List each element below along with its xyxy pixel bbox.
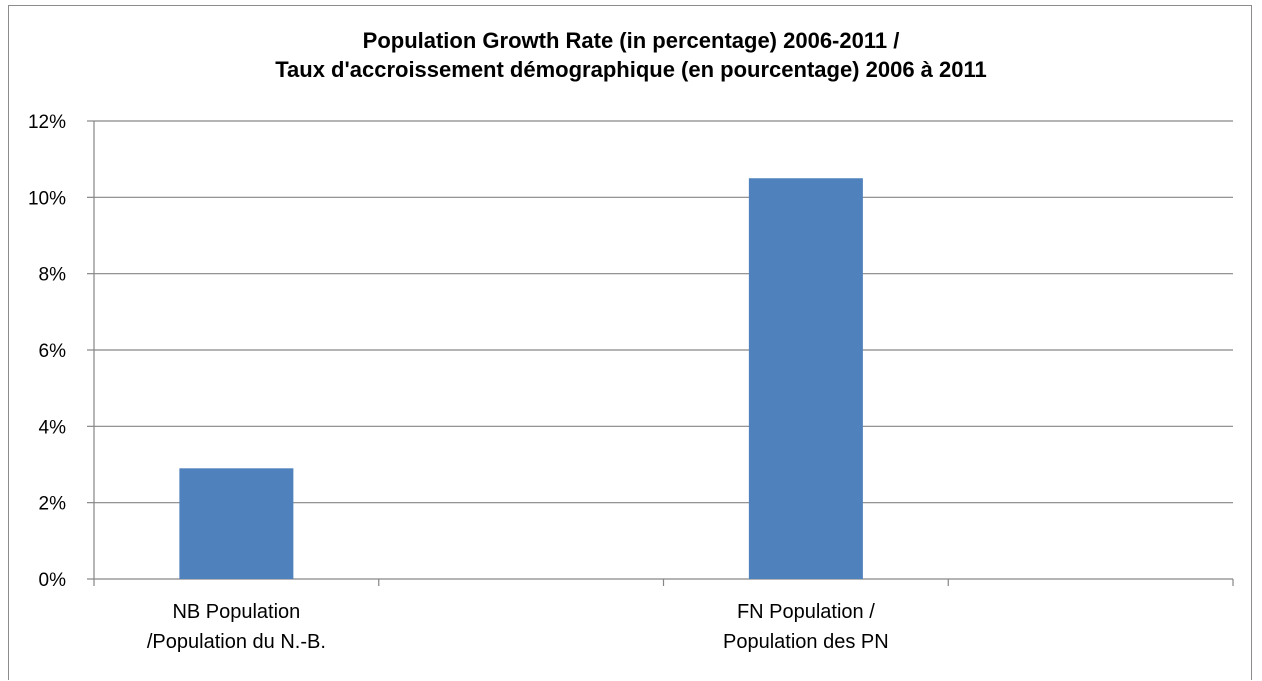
bar-nb-population bbox=[179, 468, 294, 579]
y-tick-label: 4% bbox=[39, 417, 67, 438]
chart-title-line: Taux d'accroissement démographique (en p… bbox=[275, 57, 987, 82]
y-tick-label: 8% bbox=[39, 265, 67, 286]
y-tick-label: 0% bbox=[39, 570, 67, 591]
y-tick-label: 2% bbox=[39, 494, 67, 515]
x-category-label: FN Population / bbox=[737, 601, 875, 623]
chart-title-line: Population Growth Rate (in percentage) 2… bbox=[363, 28, 900, 53]
bar-fn-population bbox=[748, 178, 863, 579]
bar-chart: Population Growth Rate (in percentage) 2… bbox=[28, 28, 1234, 653]
y-tick-label: 12% bbox=[28, 112, 66, 133]
y-tick-label: 10% bbox=[28, 188, 66, 209]
chart-container: Population Growth Rate (in percentage) 2… bbox=[8, 5, 1252, 680]
x-category-label: /Population du N.-B. bbox=[147, 631, 326, 653]
x-category-label: NB Population bbox=[172, 601, 300, 623]
y-tick-label: 6% bbox=[39, 341, 67, 362]
x-category-label: Population des PN bbox=[723, 631, 889, 653]
